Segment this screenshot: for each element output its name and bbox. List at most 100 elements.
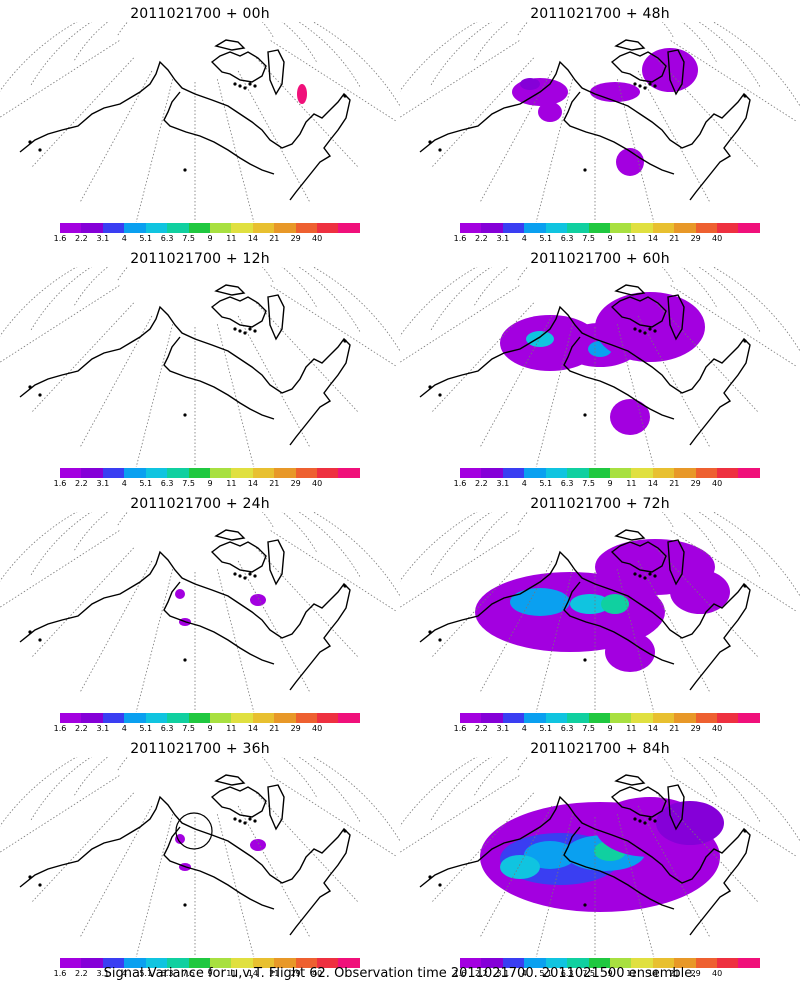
signal-contour [250,839,266,851]
colorbar-swatch [231,468,253,478]
colorbar-swatch [524,713,546,723]
colorbar-tick-label: 5.1 [139,479,153,488]
colorbar-labels: 1.6 2.2 3.1 4 5.1 6.3 7.5 9 11 14 21 29 40 [454,234,760,244]
map-panel: 2011021700 + 24h 1.6 2.2 3.1 4 5.1 6.3 7.5 9 11 14… [0,490,400,735]
longitude-line [135,324,174,467]
colorbar-tick-label: 4 [521,234,527,243]
longitude-line [237,560,311,693]
colorbar-swatch [252,713,275,723]
colorbar-tick-label: 29 [690,969,701,978]
colorbar-tick-label: 21 [669,724,680,733]
panel-title: 2011021700 + 12h [130,251,270,267]
colorbar-tick-label: 6.3 [560,479,574,488]
figure-caption: Signal Variance for u,v,T. Flight 62. Ob… [103,966,697,981]
latitude-line [400,267,800,352]
colorbar-swatch [481,468,503,478]
colorbar-tick-label: 7.5 [582,479,595,488]
colorbar-swatch [545,223,568,233]
island [243,576,247,580]
longitude-line [616,324,655,467]
coastline [19,305,351,446]
colorbar-swatch [274,958,296,968]
latitude-line [429,22,761,87]
colorbar-swatch [209,223,232,233]
island [253,84,257,88]
map-plot [400,512,800,712]
colorbar-tick-label: 2.2 [475,479,488,488]
colorbar [60,468,360,478]
colorbar-tick-label: 7.5 [182,479,195,488]
signal-contour [250,594,266,606]
colorbar-swatch [609,958,632,968]
longitude-line [535,569,574,712]
island [248,327,252,331]
colorbar-tick-label: 5.1 [139,234,153,243]
longitude-line [270,530,398,613]
colorbar-tick-label: 1.6 [53,234,67,243]
colorbar-swatch [317,958,339,968]
island [183,413,187,417]
colorbar-swatch [567,958,589,968]
colorbar-swatch [209,713,232,723]
island [233,82,237,86]
colorbar-tick-label: 9 [207,969,213,978]
colorbar-swatch [167,958,189,968]
island [243,331,247,335]
coastline [563,826,675,910]
longitude-line [135,814,174,957]
longitude-line [237,805,311,938]
signal-contour [175,834,185,844]
longitude-line [0,530,120,608]
colorbar-tick-label: 1.6 [453,724,467,733]
map-panel: 2011021700 + 36h 1.6 2.2 3.1 4 5.1 6.3 7.5 9 11 14… [0,735,400,980]
colorbar-tick-label: 3.1 [496,234,510,243]
colorbar-swatch [502,958,525,968]
island [38,883,42,887]
longitude-line [400,530,520,608]
colorbar-tick-label: 14 [247,479,258,488]
island [583,903,587,907]
island [233,327,237,331]
colorbar-tick-label: 14 [647,969,658,978]
island [428,385,432,389]
longitude-line [256,302,359,413]
colorbar-swatch [209,958,232,968]
longitude-line [670,775,798,858]
colorbar-tick-label: 5.1 [539,234,553,243]
island [28,875,32,879]
island [343,94,347,98]
longitude-line [79,315,153,448]
coastline [163,91,275,175]
island [28,385,32,389]
island [648,327,652,331]
colorbar-swatch [209,468,232,478]
colorbar-swatch [652,468,675,478]
longitude-line [216,814,255,957]
coastline [419,550,751,691]
latitude-line [73,267,317,307]
colorbar-swatch [695,468,718,478]
island [243,821,247,825]
signal-contour [616,148,644,176]
latitude-line [400,512,800,597]
colorbar-swatch [124,958,146,968]
island [248,817,252,821]
panel-title: 2011021700 + 60h [530,251,670,267]
signal-contour [610,399,650,435]
colorbar-tick-label: 29 [290,724,301,733]
colorbar-tick-label: 3.1 [496,969,510,978]
colorbar-swatch [609,713,632,723]
colorbar-swatch [460,468,482,478]
latitude-line [73,757,317,797]
longitude-line [256,57,359,168]
longitude-line [135,569,174,712]
latitude-line [400,757,800,842]
colorbar-tick-label: 4 [521,724,527,733]
colorbar-tick-label: 6.3 [160,969,174,978]
colorbar-tick-label: 9 [607,969,613,978]
coastline [563,581,675,665]
colorbar-tick-label: 9 [607,479,613,488]
longitude-line [431,792,534,903]
longitude-line [656,302,759,413]
colorbar-tick-label: 11 [226,234,237,243]
